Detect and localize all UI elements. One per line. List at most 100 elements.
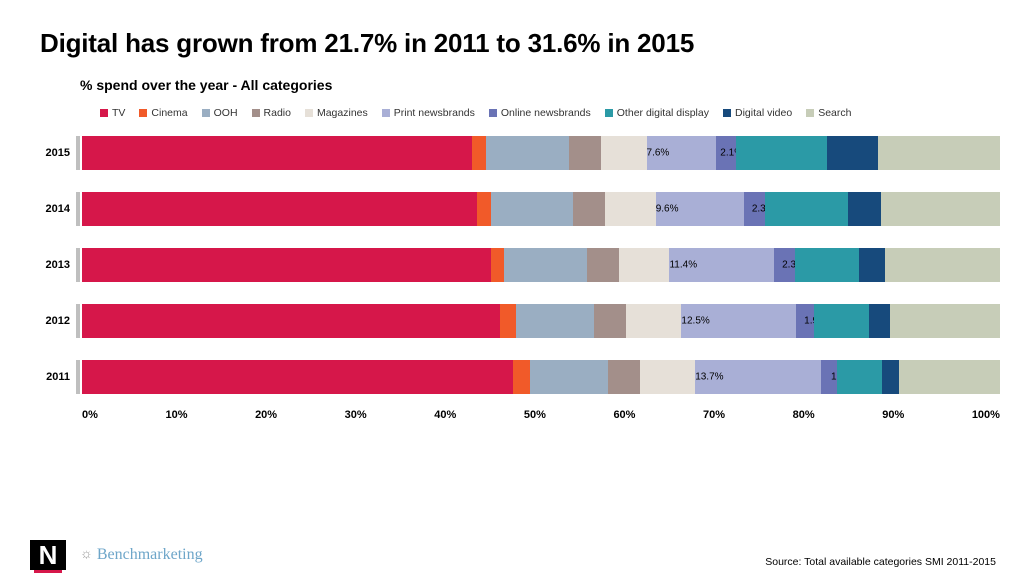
year-label: 2014 bbox=[40, 203, 76, 215]
segment-magazines bbox=[626, 304, 681, 338]
data-label: 7.6% bbox=[647, 148, 670, 159]
segment-print_nb: 11.4% bbox=[669, 248, 774, 282]
benchmarketing-logo: ☼ Benchmarketing bbox=[80, 546, 203, 564]
segment-search bbox=[881, 192, 1000, 226]
x-tick: 40% bbox=[434, 409, 456, 421]
segment-tv bbox=[82, 192, 477, 226]
segment-magazines bbox=[605, 192, 655, 226]
benchmarketing-text: Benchmarketing bbox=[97, 546, 203, 564]
stacked-bar-chart: 20157.6%2.1%20149.6%2.3%201311.4%2.3%201… bbox=[40, 129, 1000, 401]
segment-cinema bbox=[472, 136, 486, 170]
segment-radio bbox=[573, 192, 605, 226]
slide: Digital has grown from 21.7% in 2011 to … bbox=[0, 0, 1024, 576]
legend-swatch bbox=[723, 109, 731, 117]
segment-tv bbox=[82, 360, 513, 394]
segment-ooh bbox=[530, 360, 608, 394]
legend-item: Magazines bbox=[305, 107, 368, 119]
bar-row: 201113.7%1.7% bbox=[40, 353, 1000, 401]
x-tick: 30% bbox=[345, 409, 367, 421]
segment-other_dd bbox=[795, 248, 859, 282]
legend-swatch bbox=[382, 109, 390, 117]
bar-row: 2013 11.4%2.3% bbox=[40, 241, 1000, 289]
segment-magazines bbox=[619, 248, 669, 282]
segment-cinema bbox=[491, 248, 505, 282]
source-text: Source: Total available categories SMI 2… bbox=[765, 556, 996, 568]
legend-swatch bbox=[139, 109, 147, 117]
legend-label: Online newsbrands bbox=[501, 107, 591, 119]
segment-search bbox=[899, 360, 1000, 394]
segment-search bbox=[890, 304, 1000, 338]
x-axis: 0%10%20%30%40%50%60%70%80%90%100% bbox=[82, 409, 1000, 421]
legend-label: Digital video bbox=[735, 107, 792, 119]
segment-online_nb: 1.7% bbox=[821, 360, 837, 394]
legend-item: Radio bbox=[252, 107, 291, 119]
legend-item: Cinema bbox=[139, 107, 187, 119]
year-label: 2011 bbox=[40, 371, 76, 383]
segment-ooh bbox=[516, 304, 594, 338]
segment-radio bbox=[569, 136, 601, 170]
segment-ooh bbox=[486, 136, 569, 170]
data-label: 12.5% bbox=[681, 316, 709, 327]
segment-tv bbox=[82, 248, 491, 282]
bar-row: 2015 7.6% 2.1% bbox=[40, 129, 1000, 177]
segment-cinema bbox=[513, 360, 530, 394]
x-tick: 10% bbox=[165, 409, 187, 421]
legend-item: Search bbox=[806, 107, 851, 119]
segment-other_dd bbox=[736, 136, 828, 170]
year-label: 2013 bbox=[40, 259, 76, 271]
x-tick: 20% bbox=[255, 409, 277, 421]
legend-swatch bbox=[100, 109, 108, 117]
segment-dvideo bbox=[848, 192, 881, 226]
newsworks-logo-icon: N bbox=[30, 540, 66, 570]
legend-label: Magazines bbox=[317, 107, 368, 119]
x-tick: 70% bbox=[703, 409, 725, 421]
legend-item: Online newsbrands bbox=[489, 107, 591, 119]
segment-cinema bbox=[477, 192, 491, 226]
segment-online_nb: 2.1% bbox=[716, 136, 735, 170]
segment-tv bbox=[82, 136, 472, 170]
legend-swatch bbox=[605, 109, 613, 117]
legend-swatch bbox=[305, 109, 313, 117]
segment-online_nb: 2.3% bbox=[774, 248, 795, 282]
legend-label: TV bbox=[112, 107, 125, 119]
stacked-bar: 12.5%1.9% bbox=[82, 304, 1000, 338]
legend-label: Print newsbrands bbox=[394, 107, 475, 119]
x-tick: 50% bbox=[524, 409, 546, 421]
segment-radio bbox=[608, 360, 640, 394]
x-tick: 60% bbox=[613, 409, 635, 421]
legend-item: TV bbox=[100, 107, 125, 119]
legend-label: Radio bbox=[264, 107, 291, 119]
bar-cap bbox=[76, 360, 80, 394]
segment-dvideo bbox=[859, 248, 885, 282]
year-label: 2015 bbox=[40, 147, 76, 159]
legend-swatch bbox=[806, 109, 814, 117]
x-tick: 0% bbox=[82, 409, 98, 421]
segment-radio bbox=[587, 248, 619, 282]
segment-tv bbox=[82, 304, 500, 338]
segment-dvideo bbox=[882, 360, 899, 394]
segment-magazines bbox=[601, 136, 647, 170]
segment-online_nb: 2.3% bbox=[744, 192, 765, 226]
stacked-bar: 11.4%2.3% bbox=[82, 248, 1000, 282]
segment-print_nb: 12.5% bbox=[681, 304, 796, 338]
segment-search bbox=[878, 136, 1000, 170]
legend: TV Cinema OOH Radio Magazines Print newsbrand… bbox=[100, 107, 996, 119]
segment-magazines bbox=[640, 360, 695, 394]
segment-ooh bbox=[491, 192, 574, 226]
bar-cap bbox=[76, 248, 80, 282]
legend-label: Cinema bbox=[151, 107, 187, 119]
segment-cinema bbox=[500, 304, 517, 338]
x-tick: 90% bbox=[882, 409, 904, 421]
bar-row: 2014 9.6%2.3% bbox=[40, 185, 1000, 233]
legend-label: Search bbox=[818, 107, 851, 119]
stacked-bar: 9.6%2.3% bbox=[82, 192, 1000, 226]
legend-label: Other digital display bbox=[617, 107, 709, 119]
segment-dvideo bbox=[869, 304, 890, 338]
segment-ooh bbox=[504, 248, 587, 282]
legend-swatch bbox=[489, 109, 497, 117]
segment-other_dd bbox=[837, 360, 883, 394]
legend-label: OOH bbox=[214, 107, 238, 119]
segment-other_dd bbox=[765, 192, 848, 226]
bar-cap bbox=[76, 304, 80, 338]
segment-dvideo bbox=[827, 136, 877, 170]
